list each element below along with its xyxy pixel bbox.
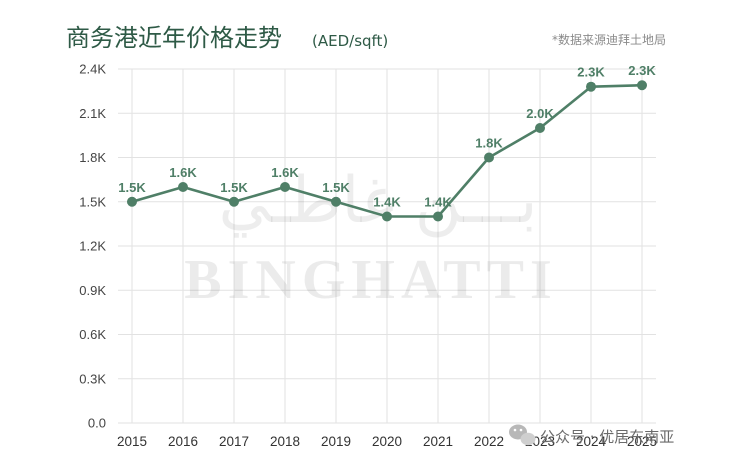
y-tick-label: 0.3K xyxy=(79,371,106,386)
y-tick-label: 1.5K xyxy=(79,194,106,209)
data-label: 1.8K xyxy=(475,136,503,151)
data-label: 1.6K xyxy=(169,165,197,180)
x-tick-label: 2025 xyxy=(627,434,657,449)
x-tick-label: 2019 xyxy=(321,434,351,449)
data-point xyxy=(229,196,239,207)
chart-title: 商务港近年价格走势 xyxy=(66,24,282,52)
y-tick-label: 0.0 xyxy=(88,416,106,431)
x-tick-label: 2024 xyxy=(576,434,607,449)
data-point xyxy=(331,196,341,207)
data-label: 1.5K xyxy=(220,180,248,195)
wechat-icon xyxy=(509,424,536,446)
y-axis: 0.0 0.3K 0.6K 0.9K 1.2K 1.5K 1.8K 2.1K 2.4K xyxy=(79,62,106,431)
y-tick-label: 2.1K xyxy=(79,106,106,121)
data-label: 1.5K xyxy=(118,180,146,195)
data-label: 1.4K xyxy=(373,195,401,210)
y-tick-label: 2.4K xyxy=(79,62,106,77)
data-label: 1.6K xyxy=(271,165,299,180)
footer-watermark: 公众号 · 优居东南亚 xyxy=(509,424,674,446)
data-label: 2.3K xyxy=(577,65,605,80)
x-tick-label: 2015 xyxy=(117,434,147,449)
x-tick-label: 2022 xyxy=(474,434,504,449)
y-tick-label: 1.8K xyxy=(79,150,106,165)
watermark-latin: BINGHATTI xyxy=(184,249,557,311)
y-tick-label: 0.9K xyxy=(79,283,106,298)
x-tick-label: 2020 xyxy=(372,434,402,449)
x-tick-label: 2021 xyxy=(423,434,453,449)
data-point xyxy=(178,182,188,192)
watermark-arabic: بـــن غاطـي xyxy=(218,164,537,238)
grid xyxy=(118,68,656,424)
data-point xyxy=(280,182,290,192)
data-point xyxy=(127,196,137,207)
x-tick-label: 2016 xyxy=(168,434,198,449)
x-tick-label: 2018 xyxy=(270,434,300,449)
data-label: 2.3K xyxy=(628,63,656,78)
data-point xyxy=(535,123,545,133)
binghatti-watermark: بـــن غاطـي BINGHATTI xyxy=(184,164,557,311)
y-tick-label: 1.2K xyxy=(79,239,106,254)
source-note: *数据来源迪拜土地局 xyxy=(552,32,666,47)
x-tick-label: 2017 xyxy=(219,434,249,449)
data-point xyxy=(433,211,443,222)
data-point xyxy=(637,80,647,91)
data-point xyxy=(586,81,596,92)
data-label: 1.4K xyxy=(424,195,452,210)
data-points xyxy=(127,80,647,222)
footer-account: 公众号 · 优居东南亚 xyxy=(540,428,674,446)
data-label: 1.5K xyxy=(322,180,350,195)
x-axis: 2015 2016 2017 2018 2019 2020 2021 2022 2023 2024… xyxy=(117,434,657,449)
data-point xyxy=(484,152,494,163)
data-point xyxy=(382,211,392,222)
data-label: 2.0K xyxy=(526,106,554,121)
data-labels: 1.5K 1.6K 1.5K 1.6K 1.5K 1.4K 1.4K 1.8K 2.0K 2.3K… xyxy=(118,63,656,209)
y-tick-label: 0.6K xyxy=(79,327,106,342)
chart-unit: (AED/sqft) xyxy=(312,32,388,50)
